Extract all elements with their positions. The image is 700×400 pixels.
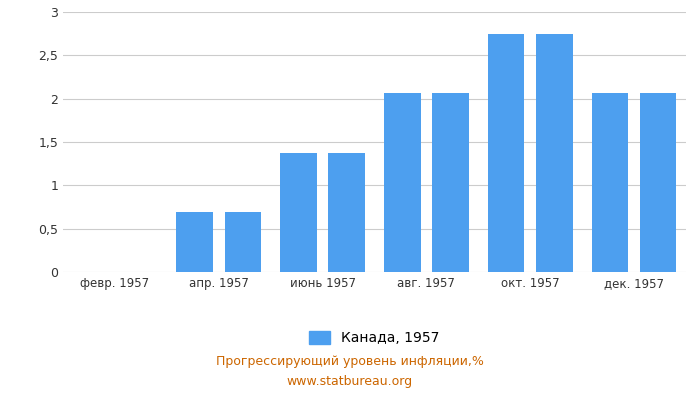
Bar: [488, 34, 524, 272]
Bar: [432, 94, 469, 272]
Bar: [384, 94, 421, 272]
Bar: [640, 94, 676, 272]
Text: www.statbureau.org: www.statbureau.org: [287, 376, 413, 388]
Bar: [176, 212, 213, 272]
Bar: [280, 153, 317, 272]
Bar: [225, 212, 261, 272]
Bar: [328, 153, 365, 272]
Legend: Канада, 1957: Канада, 1957: [304, 326, 445, 351]
Text: Прогрессирующий уровень инфляции,%: Прогрессирующий уровень инфляции,%: [216, 356, 484, 368]
Bar: [536, 34, 573, 272]
Bar: [592, 94, 629, 272]
